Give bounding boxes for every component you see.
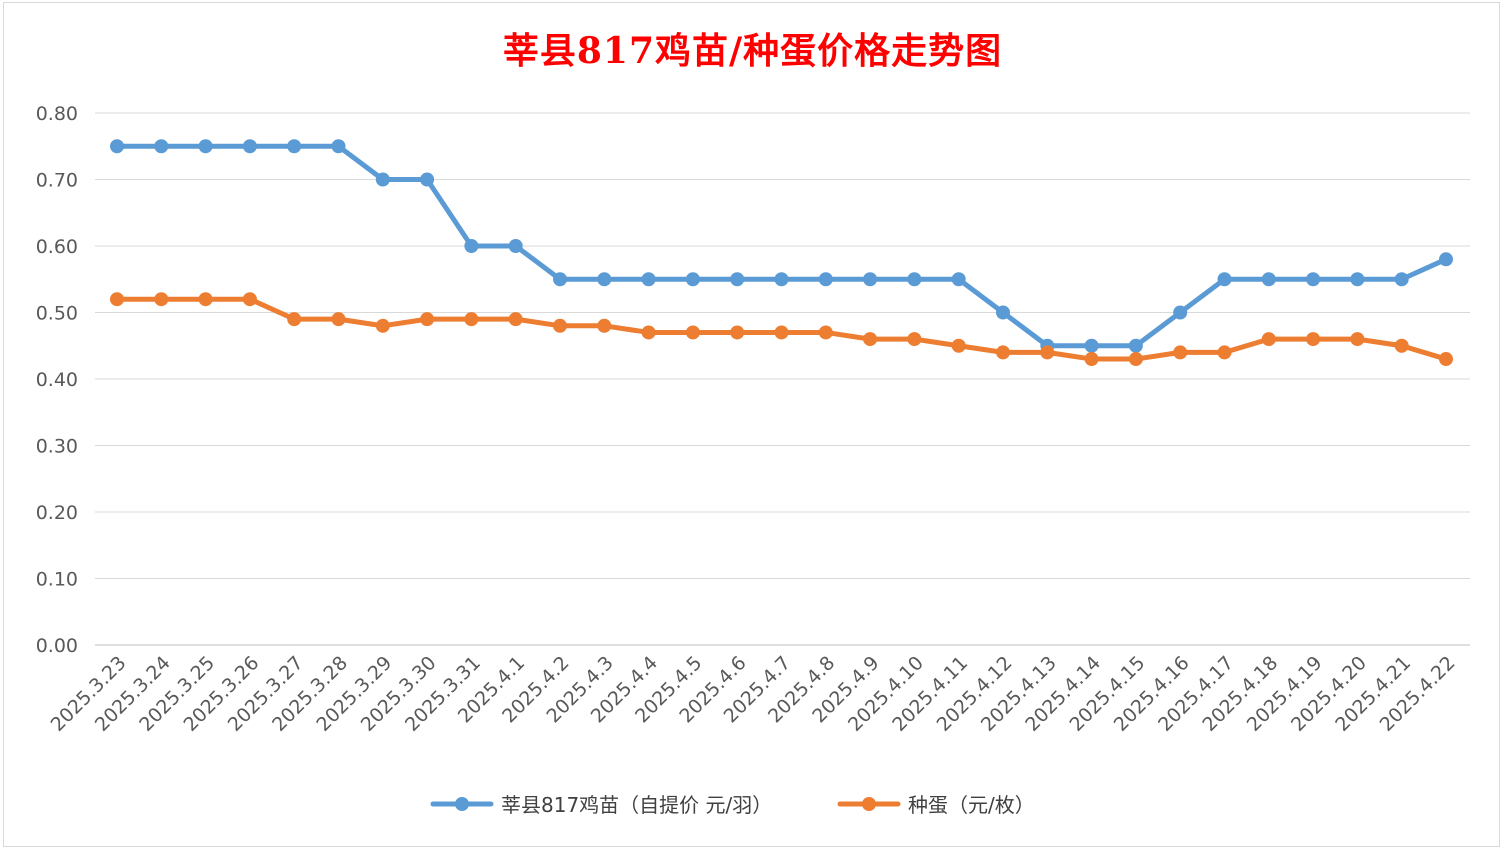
data-point bbox=[287, 139, 302, 154]
legend-swatch-marker bbox=[862, 797, 876, 811]
data-point bbox=[907, 332, 922, 347]
data-point bbox=[1350, 332, 1365, 347]
data-point bbox=[818, 325, 833, 340]
data-point bbox=[1394, 272, 1409, 287]
data-point bbox=[553, 318, 567, 333]
data-point bbox=[730, 272, 745, 287]
data-point bbox=[110, 139, 124, 154]
data-point bbox=[641, 325, 656, 340]
data-point bbox=[1306, 272, 1321, 287]
data-point bbox=[863, 332, 878, 347]
data-point bbox=[597, 272, 612, 287]
data-point bbox=[154, 139, 169, 154]
legend-swatch-marker bbox=[455, 797, 469, 811]
data-point bbox=[331, 139, 346, 154]
data-point bbox=[730, 325, 745, 340]
data-point bbox=[774, 272, 789, 287]
y-tick-label: 0.10 bbox=[36, 569, 78, 591]
y-tick-label: 0.70 bbox=[36, 170, 78, 192]
y-tick-label: 0.80 bbox=[36, 103, 78, 125]
data-point bbox=[996, 345, 1010, 360]
data-point bbox=[110, 292, 124, 307]
data-point bbox=[1261, 272, 1276, 287]
x-axis: 2025.3.232025.3.242025.3.252025.3.262025… bbox=[47, 652, 1460, 736]
data-point bbox=[1439, 352, 1453, 367]
series-1 bbox=[110, 139, 1453, 353]
y-tick-label: 0.40 bbox=[36, 369, 78, 391]
legend-label: 种蛋（元/枚） bbox=[908, 793, 1035, 817]
data-point bbox=[1084, 338, 1099, 353]
data-point bbox=[1128, 338, 1143, 353]
data-point bbox=[420, 312, 435, 327]
data-point bbox=[951, 338, 966, 353]
data-point bbox=[818, 272, 833, 287]
data-point bbox=[198, 292, 213, 307]
data-point bbox=[1040, 345, 1055, 360]
data-point bbox=[198, 139, 213, 154]
data-point bbox=[1261, 332, 1276, 347]
data-point bbox=[597, 318, 612, 333]
data-point bbox=[1350, 272, 1365, 287]
data-point bbox=[951, 272, 966, 287]
data-point bbox=[641, 272, 656, 287]
legend: 莘县817鸡苗（自提价 元/羽） 种蛋（元/枚） bbox=[430, 793, 1035, 817]
data-point bbox=[685, 272, 700, 287]
data-point bbox=[1128, 352, 1143, 367]
data-point bbox=[508, 239, 523, 253]
data-point bbox=[996, 305, 1010, 320]
y-tick-label: 0.50 bbox=[36, 303, 78, 325]
data-point bbox=[1173, 345, 1188, 360]
data-point bbox=[375, 318, 390, 333]
data-point bbox=[774, 325, 789, 340]
data-point bbox=[154, 292, 169, 307]
y-tick-label: 0.60 bbox=[36, 236, 78, 258]
chart-title: 莘县817鸡苗/种蛋价格走势图 bbox=[502, 30, 1003, 72]
data-point bbox=[1306, 332, 1321, 347]
data-point bbox=[863, 272, 878, 287]
y-tick-label: 0.30 bbox=[36, 436, 78, 458]
data-point bbox=[907, 272, 922, 287]
y-tick-label: 0.00 bbox=[36, 635, 78, 657]
series-2 bbox=[110, 292, 1453, 367]
data-point bbox=[685, 325, 700, 340]
y-gridlines bbox=[95, 112, 1470, 646]
legend-item: 莘县817鸡苗（自提价 元/羽） bbox=[430, 793, 772, 817]
data-point bbox=[553, 272, 567, 287]
data-point bbox=[464, 239, 479, 253]
data-point bbox=[287, 312, 302, 327]
data-point bbox=[1439, 252, 1453, 267]
data-point bbox=[420, 172, 435, 187]
data-point bbox=[1217, 272, 1232, 287]
data-point bbox=[508, 312, 523, 327]
data-point bbox=[464, 312, 479, 327]
legend-label: 莘县817鸡苗（自提价 元/羽） bbox=[501, 793, 772, 817]
legend-item: 种蛋（元/枚） bbox=[837, 793, 1035, 817]
y-tick-label: 0.20 bbox=[36, 502, 78, 524]
data-point bbox=[242, 139, 257, 154]
data-point bbox=[331, 312, 346, 327]
data-point bbox=[1394, 338, 1409, 353]
data-point bbox=[375, 172, 390, 187]
data-point bbox=[1084, 352, 1099, 367]
data-point bbox=[242, 292, 257, 307]
y-axis: 0.00 0.10 0.20 0.30 0.40 0.50 0.60 0.70 0.80 bbox=[36, 103, 78, 657]
data-point bbox=[1173, 305, 1188, 320]
data-point bbox=[1217, 345, 1232, 360]
